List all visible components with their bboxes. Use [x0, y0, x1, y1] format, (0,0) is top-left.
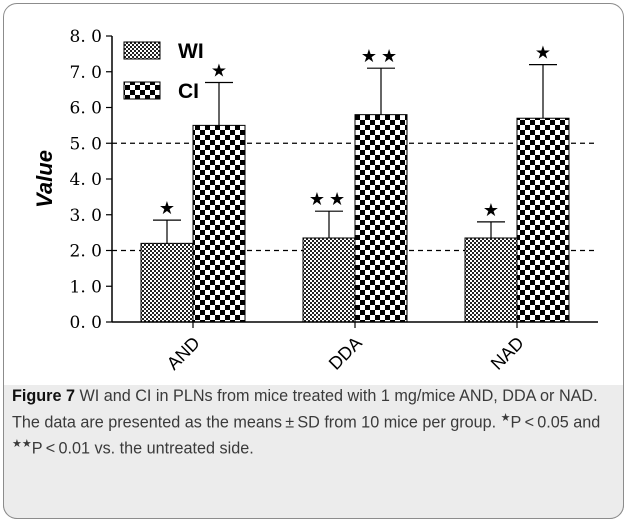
legend-swatch-WI	[123, 41, 161, 60]
legend-swatch-CI	[123, 81, 161, 100]
caption-text-1: WI and CI in PLNs from mice treated with…	[12, 387, 598, 432]
y-tick-label-0: 0. 0	[70, 313, 102, 333]
y-tick-label-5: 5. 0	[70, 134, 102, 154]
y-tick-label-2: 2. 0	[70, 242, 102, 262]
y-tick-label-3: 3. 0	[70, 206, 102, 226]
x-tick-label-DDA: DDA	[325, 333, 366, 374]
significance-mark-CI-DDA: ★★	[361, 46, 401, 67]
y-tick-label-1: 1. 0	[70, 277, 102, 297]
significance-mark-CI-AND: ★	[211, 60, 227, 81]
significance-mark-WI-NAD: ★	[483, 200, 499, 221]
significance-mark-CI-NAD: ★	[535, 43, 551, 64]
y-axis-label: Value	[32, 150, 57, 208]
caption-text-2: P < 0.05 and	[510, 413, 601, 432]
bar-WI-AND	[140, 242, 194, 323]
y-tick-label-7: 7. 0	[70, 63, 102, 83]
bar-WI-NAD	[464, 237, 518, 323]
caption-label: Figure 7	[12, 387, 75, 405]
bar-WI-DDA	[302, 237, 356, 323]
caption-star-2: ★★	[12, 438, 32, 451]
y-tick-label-4: 4. 0	[70, 170, 102, 190]
y-tick-label-8: 8. 0	[70, 27, 102, 47]
y-tick-label-6: 6. 0	[70, 99, 102, 119]
x-tick-label-AND: AND	[163, 333, 204, 374]
caption-text-3: P < 0.01 vs. the untreated side.	[31, 439, 254, 458]
significance-mark-WI-AND: ★	[159, 198, 175, 219]
bar-CI-NAD	[516, 117, 570, 323]
caption-star-1: ★	[500, 412, 511, 424]
legend-label-CI: CI	[178, 80, 199, 103]
legend-label-WI: WI	[178, 40, 204, 63]
figure-caption: Figure 7 WI and CI in PLNs from mice tre…	[12, 385, 617, 460]
caption-background	[3, 385, 624, 519]
x-tick-label-NAD: NAD	[487, 333, 528, 374]
bar-CI-DDA	[354, 114, 408, 323]
bar-CI-AND	[192, 124, 246, 323]
significance-mark-WI-DDA: ★★	[309, 189, 349, 210]
